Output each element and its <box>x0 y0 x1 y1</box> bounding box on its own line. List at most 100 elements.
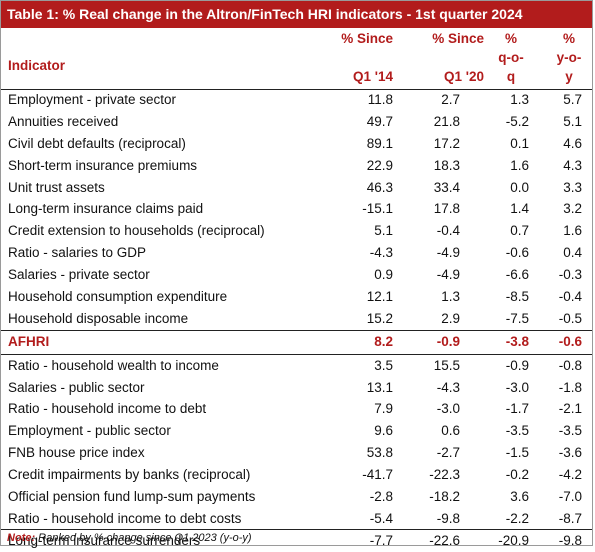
qoq-value: 1.3 <box>510 92 529 107</box>
table-row: Household consumption expenditure 12.1 1.3… <box>1 286 592 308</box>
qoq-value: -0.9 <box>505 357 529 373</box>
since-q1-14-value: -41.7 <box>362 467 393 483</box>
header-yoy-line2: y-o- <box>556 50 582 65</box>
indicator-name: Employment - public sector <box>8 423 171 439</box>
header-since-q1-20-line1: % Since <box>432 31 484 46</box>
qoq-value: -0.6 <box>505 245 529 261</box>
yoy-value: -7.0 <box>558 489 582 505</box>
since-q1-14-value: 5.1 <box>374 223 393 239</box>
table-row: Credit impairments by banks (reciprocal)… <box>1 464 592 486</box>
yoy-value: -1.8 <box>558 379 582 395</box>
table-row: Ratio - household income to debt costs -5… <box>1 508 592 530</box>
header-yoy-line3: y <box>565 69 573 84</box>
qoq-value: 0.7 <box>510 223 529 239</box>
table-row: Unit trust assets 46.3 33.4 0.0 3.3 <box>1 177 592 199</box>
qoq-value: 0.1 <box>510 135 529 151</box>
qoq-value: -0.2 <box>505 467 529 483</box>
yoy-value: 3.3 <box>563 179 582 195</box>
qoq-value: 3.6 <box>510 489 529 505</box>
table-row: FNB house price index 53.8 -2.7 -1.5 -3.6 <box>1 442 592 464</box>
qoq-value: -3.5 <box>505 423 529 439</box>
indicator-name: Ratio - household income to debt <box>8 401 207 417</box>
table-row: Ratio - household wealth to income 3.5 15.… <box>1 355 592 377</box>
table-row: Credit extension to households (reciproc… <box>1 220 592 242</box>
yoy-value: -3.5 <box>558 423 582 439</box>
indicator-name: Salaries - public sector <box>8 379 145 395</box>
table-note: Note: Ranked by % change since Q1 2023 (… <box>1 529 592 547</box>
indicator-name: Ratio - household income to debt costs <box>8 510 242 526</box>
since-q1-14-value: -7.7 <box>369 532 393 548</box>
since-q1-20-value: -0.9 <box>436 333 460 349</box>
indicator-name: Long-term insurance claims paid <box>8 201 204 217</box>
qoq-value: -2.2 <box>505 510 529 526</box>
since-q1-14-value: 0.9 <box>374 267 393 283</box>
yoy-value: 1.6 <box>563 223 582 239</box>
since-q1-20-value: 33.4 <box>433 179 460 195</box>
indicator-name: Salaries - private sector <box>8 267 150 283</box>
indicator-name: Civil debt defaults (reciprocal) <box>8 135 186 151</box>
table-row: Short-term insurance premiums 22.9 18.3 1.6… <box>1 155 592 177</box>
qoq-value: -6.6 <box>505 267 529 283</box>
indicator-name: Unit trust assets <box>8 179 105 195</box>
since-q1-20-value: -9.8 <box>436 510 460 526</box>
table-row: Official pension fund lump-sum payments -… <box>1 486 592 508</box>
table-row: Employment - private sector 11.8 2.7 1.3 5.7 <box>1 89 592 111</box>
indicator-name: Employment - private sector <box>8 92 177 107</box>
header-qoq-line2: q-o- <box>498 50 524 65</box>
header-since-q1-14-line2: Q1 '14 <box>353 69 393 84</box>
table-row: Salaries - public sector 13.1 -4.3 -3.0 -1.8 <box>1 377 592 399</box>
yoy-value: 4.3 <box>563 157 582 173</box>
since-q1-20-value: 15.5 <box>433 357 460 373</box>
yoy-value: 5.1 <box>563 113 582 129</box>
indicator-name: Official pension fund lump-sum payments <box>8 489 256 505</box>
header-indicator: Indicator <box>8 58 66 73</box>
yoy-value: -8.7 <box>558 510 582 526</box>
indicator-name: Household consumption expenditure <box>8 289 228 305</box>
since-q1-20-value: -3.0 <box>436 401 460 417</box>
since-q1-14-value: 15.2 <box>366 310 393 326</box>
yoy-value: -0.3 <box>558 267 582 283</box>
yoy-value: 5.7 <box>563 92 582 107</box>
since-q1-14-value: 11.8 <box>367 92 393 107</box>
since-q1-14-value: -2.8 <box>369 489 393 505</box>
table-title: Table 1: % Real change in the Altron/Fin… <box>1 1 592 28</box>
since-q1-20-value: -18.2 <box>429 489 460 505</box>
table-row: Salaries - private sector 0.9 -4.9 -6.6 -0.3 <box>1 264 592 286</box>
yoy-value: -0.5 <box>558 310 582 326</box>
since-q1-20-value: -4.9 <box>436 267 460 283</box>
yoy-value: -9.8 <box>558 532 582 548</box>
since-q1-20-value: -22.6 <box>429 532 460 548</box>
since-q1-14-value: -15.1 <box>362 201 393 217</box>
indicator-name: Annuities received <box>8 113 119 129</box>
header-qoq-line3: q <box>506 69 516 84</box>
since-q1-20-value: -2.7 <box>436 445 460 461</box>
indicator-name: Credit impairments by banks (reciprocal) <box>8 467 251 483</box>
table-row: Ratio - household income to debt 7.9 -3.0 -… <box>1 398 592 420</box>
table-row: Household disposable income 15.2 2.9 -7.5 -0… <box>1 308 592 330</box>
since-q1-14-value: 9.6 <box>374 423 393 439</box>
since-q1-14-value: 3.5 <box>374 357 393 373</box>
indicator-name: Ratio - salaries to GDP <box>8 245 147 261</box>
since-q1-14-value: 49.7 <box>366 113 393 129</box>
since-q1-20-value: -0.4 <box>436 223 460 239</box>
indicator-name: Credit extension to households (reciproc… <box>8 223 265 239</box>
since-q1-14-value: 22.9 <box>366 157 393 173</box>
qoq-value: -5.2 <box>505 113 529 129</box>
indicator-name: Household disposable income <box>8 310 189 326</box>
since-q1-20-value: 18.3 <box>433 157 460 173</box>
yoy-value: -0.6 <box>558 333 582 349</box>
since-q1-20-value: -4.9 <box>436 245 460 261</box>
qoq-value: 1.6 <box>510 157 529 173</box>
since-q1-14-value: 13.1 <box>366 379 393 395</box>
since-q1-20-value: 17.2 <box>433 135 460 151</box>
since-q1-20-value: 0.6 <box>441 423 460 439</box>
since-q1-20-value: 17.8 <box>433 201 460 217</box>
since-q1-20-value: -22.3 <box>429 467 460 483</box>
since-q1-14-value: 89.1 <box>366 135 393 151</box>
qoq-value: -20.9 <box>498 532 529 548</box>
table-row: Civil debt defaults (reciprocal) 89.1 17.2… <box>1 133 592 155</box>
since-q1-14-value: 46.3 <box>366 179 393 195</box>
header-qoq-line1: % <box>504 31 517 46</box>
since-q1-20-value: 21.8 <box>433 113 460 129</box>
